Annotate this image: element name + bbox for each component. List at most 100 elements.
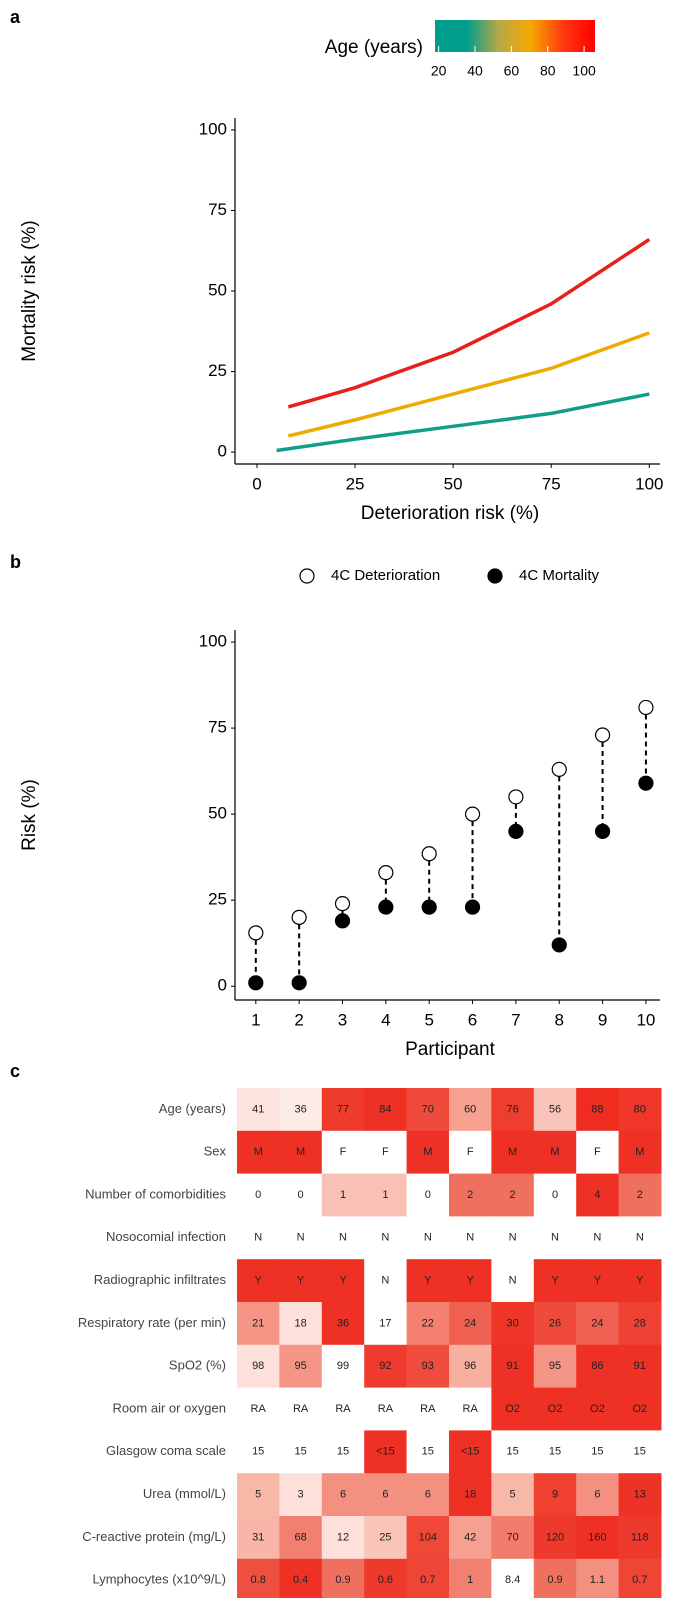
cell-value: 0 — [298, 1189, 304, 1201]
cell — [406, 1473, 450, 1517]
legend-marker — [487, 568, 503, 584]
cell — [491, 1344, 535, 1389]
row-label: SpO2 (%) — [169, 1358, 226, 1373]
cell — [449, 1473, 492, 1517]
cell-value: 93 — [422, 1360, 434, 1372]
cell-value: 25 — [379, 1531, 391, 1543]
cell-value: 15 — [634, 1446, 646, 1458]
row-label: Number of comorbidities — [85, 1186, 226, 1201]
legend-label: 4C Deterioration — [331, 567, 440, 584]
cell-value: 0.8 — [251, 1574, 266, 1586]
cell — [449, 1173, 492, 1217]
cell — [237, 1558, 280, 1598]
cell-value: M — [254, 1146, 263, 1158]
cell — [237, 1173, 280, 1217]
cell-value: 12 — [337, 1531, 349, 1543]
cell-value: RA — [335, 1403, 351, 1415]
cell-value: 88 — [591, 1103, 603, 1115]
cell — [406, 1430, 450, 1474]
cell — [279, 1387, 323, 1431]
cell-value: 68 — [294, 1531, 306, 1543]
cell-value: 24 — [464, 1317, 476, 1329]
cell — [321, 1516, 365, 1560]
cell — [576, 1344, 620, 1389]
cell — [491, 1173, 535, 1217]
cell — [576, 1430, 620, 1474]
cell — [406, 1216, 450, 1260]
cell — [533, 1259, 577, 1303]
cell-value: M — [423, 1146, 432, 1158]
cell — [576, 1473, 620, 1517]
cell-value: 0 — [425, 1189, 431, 1201]
x-tick-label: 4 — [381, 1010, 390, 1029]
cell — [364, 1430, 408, 1474]
cell-value: 30 — [506, 1317, 518, 1329]
cell-value: 76 — [506, 1103, 518, 1115]
cell — [491, 1259, 535, 1303]
point — [334, 896, 351, 912]
cell — [237, 1259, 280, 1303]
cell — [237, 1387, 280, 1431]
cell-value: 80 — [634, 1103, 646, 1115]
point — [594, 727, 611, 743]
cell-value: 36 — [337, 1317, 349, 1329]
cell-value: O2 — [590, 1403, 605, 1415]
cell — [321, 1173, 365, 1217]
cell — [449, 1516, 492, 1560]
x-tick-label: 7 — [511, 1010, 520, 1029]
cell-value: O2 — [505, 1403, 520, 1415]
cell — [364, 1302, 408, 1346]
cell-value: 15 — [591, 1446, 603, 1458]
cell-value: 3 — [298, 1489, 304, 1501]
cell — [279, 1302, 323, 1346]
x-tick-label: 75 — [542, 474, 561, 493]
cell — [364, 1216, 408, 1260]
point — [638, 699, 654, 716]
cell — [364, 1344, 408, 1389]
cell-value: 120 — [546, 1531, 564, 1543]
cell-value: 1 — [340, 1189, 346, 1201]
cell-value: N — [636, 1232, 644, 1244]
cell-value: RA — [463, 1403, 479, 1415]
cell-value: 60 — [464, 1103, 476, 1115]
row-label: Sex — [204, 1144, 227, 1159]
cell-value: M — [296, 1146, 305, 1158]
cell-value: 13 — [634, 1489, 646, 1501]
y-axis-title: Risk (%) — [19, 779, 40, 851]
cell-value: N — [509, 1275, 517, 1287]
cell-value: RA — [251, 1403, 267, 1415]
cell — [237, 1216, 280, 1260]
cell-value: 0.9 — [335, 1574, 350, 1586]
cell — [406, 1130, 450, 1175]
cell — [406, 1387, 450, 1431]
cell — [279, 1473, 323, 1517]
cell — [576, 1259, 620, 1303]
cell — [533, 1088, 577, 1132]
cell-value: 26 — [549, 1317, 561, 1329]
cell-value: 86 — [591, 1360, 603, 1372]
point — [334, 913, 351, 929]
legend-label: 4C Mortality — [519, 567, 600, 584]
cell — [533, 1216, 577, 1260]
cell — [449, 1088, 492, 1132]
panel-label: b — [10, 552, 21, 572]
cell — [618, 1473, 662, 1517]
y-tick-label: 75 — [208, 200, 227, 219]
cell — [279, 1173, 323, 1217]
cell — [491, 1430, 535, 1474]
cell — [279, 1130, 323, 1175]
y-axis-title: Mortality risk (%) — [19, 220, 40, 361]
cell — [364, 1387, 408, 1431]
cell — [618, 1302, 662, 1346]
colorbar-tick-label: 20 — [431, 63, 447, 79]
y-tick-label: 50 — [208, 804, 227, 823]
cell-value: 6 — [594, 1489, 600, 1501]
cell — [406, 1259, 450, 1303]
cell — [279, 1088, 323, 1132]
cell — [364, 1558, 408, 1598]
cell-value: Y — [424, 1275, 432, 1287]
point — [291, 975, 307, 991]
trend-line — [276, 392, 650, 453]
cell — [576, 1302, 620, 1346]
cell — [449, 1558, 492, 1598]
